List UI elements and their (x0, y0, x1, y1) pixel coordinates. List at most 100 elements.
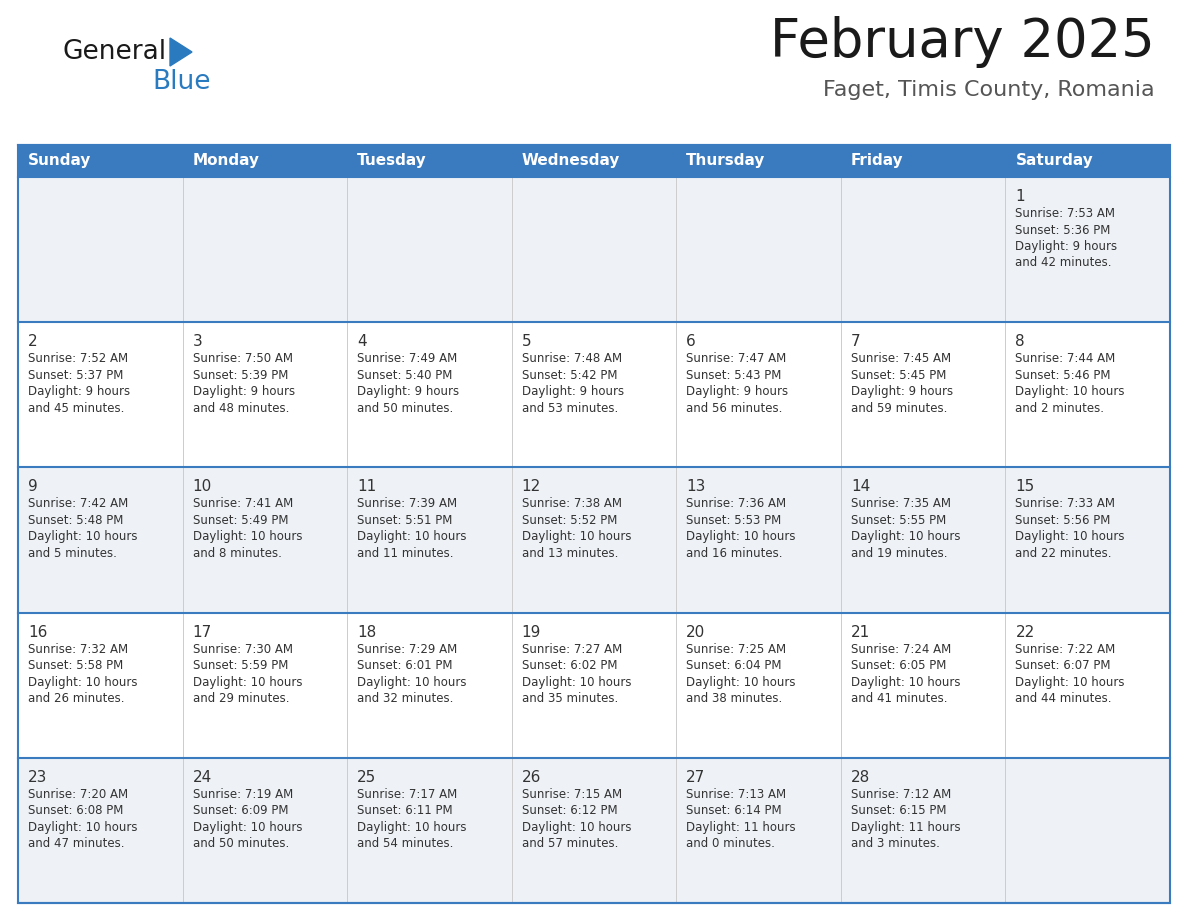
Text: Sunset: 6:09 PM: Sunset: 6:09 PM (192, 804, 287, 817)
Text: Sunrise: 7:32 AM: Sunrise: 7:32 AM (29, 643, 128, 655)
Text: Daylight: 10 hours: Daylight: 10 hours (29, 531, 138, 543)
Text: and 53 minutes.: and 53 minutes. (522, 402, 618, 415)
Text: 24: 24 (192, 770, 211, 785)
Text: Daylight: 9 hours: Daylight: 9 hours (687, 386, 789, 398)
Bar (18, 612, 1170, 757)
Text: Daylight: 10 hours: Daylight: 10 hours (687, 676, 796, 688)
Text: Sunset: 6:02 PM: Sunset: 6:02 PM (522, 659, 618, 672)
Bar (18, 757, 1170, 903)
Text: Daylight: 11 hours: Daylight: 11 hours (851, 821, 960, 834)
Text: Sunrise: 7:53 AM: Sunrise: 7:53 AM (1016, 207, 1116, 220)
Text: Daylight: 10 hours: Daylight: 10 hours (687, 531, 796, 543)
Text: Daylight: 10 hours: Daylight: 10 hours (29, 676, 138, 688)
Text: Sunrise: 7:33 AM: Sunrise: 7:33 AM (1016, 498, 1116, 510)
Text: Sunrise: 7:38 AM: Sunrise: 7:38 AM (522, 498, 621, 510)
Text: Sunset: 6:11 PM: Sunset: 6:11 PM (358, 804, 453, 817)
Text: Sunset: 5:42 PM: Sunset: 5:42 PM (522, 369, 618, 382)
Text: Daylight: 10 hours: Daylight: 10 hours (851, 531, 960, 543)
Text: Sunrise: 7:47 AM: Sunrise: 7:47 AM (687, 353, 786, 365)
Text: and 44 minutes.: and 44 minutes. (1016, 692, 1112, 705)
Text: Thursday: Thursday (687, 153, 765, 169)
Text: 9: 9 (29, 479, 38, 495)
Text: 10: 10 (192, 479, 211, 495)
Text: 23: 23 (29, 770, 48, 785)
Text: Sunrise: 7:29 AM: Sunrise: 7:29 AM (358, 643, 457, 655)
Text: and 56 minutes.: and 56 minutes. (687, 402, 783, 415)
Text: Sunset: 5:39 PM: Sunset: 5:39 PM (192, 369, 287, 382)
Text: Sunset: 6:08 PM: Sunset: 6:08 PM (29, 804, 124, 817)
Text: Sunset: 5:46 PM: Sunset: 5:46 PM (1016, 369, 1111, 382)
Text: 25: 25 (358, 770, 377, 785)
Text: Daylight: 10 hours: Daylight: 10 hours (358, 676, 467, 688)
Text: Sunset: 5:55 PM: Sunset: 5:55 PM (851, 514, 946, 527)
Text: 22: 22 (1016, 624, 1035, 640)
Text: Sunrise: 7:44 AM: Sunrise: 7:44 AM (1016, 353, 1116, 365)
Text: Saturday: Saturday (1016, 153, 1093, 169)
Text: 5: 5 (522, 334, 531, 349)
Text: and 54 minutes.: and 54 minutes. (358, 837, 454, 850)
Text: 17: 17 (192, 624, 211, 640)
Text: Sunset: 6:12 PM: Sunset: 6:12 PM (522, 804, 618, 817)
Text: 19: 19 (522, 624, 541, 640)
Text: and 38 minutes.: and 38 minutes. (687, 692, 783, 705)
Text: Daylight: 10 hours: Daylight: 10 hours (522, 676, 631, 688)
Text: Monday: Monday (192, 153, 259, 169)
Text: Sunrise: 7:41 AM: Sunrise: 7:41 AM (192, 498, 292, 510)
Text: Sunrise: 7:12 AM: Sunrise: 7:12 AM (851, 788, 952, 800)
Text: Daylight: 9 hours: Daylight: 9 hours (358, 386, 460, 398)
Text: and 8 minutes.: and 8 minutes. (192, 547, 282, 560)
Text: 27: 27 (687, 770, 706, 785)
Text: 4: 4 (358, 334, 367, 349)
Text: 15: 15 (1016, 479, 1035, 495)
Polygon shape (170, 38, 192, 66)
Bar (18, 322, 1170, 467)
Text: Sunrise: 7:27 AM: Sunrise: 7:27 AM (522, 643, 623, 655)
Text: Sunset: 5:58 PM: Sunset: 5:58 PM (29, 659, 124, 672)
Text: Sunrise: 7:45 AM: Sunrise: 7:45 AM (851, 353, 950, 365)
Text: Sunrise: 7:42 AM: Sunrise: 7:42 AM (29, 498, 128, 510)
Text: Sunrise: 7:36 AM: Sunrise: 7:36 AM (687, 498, 786, 510)
Text: Sunset: 6:05 PM: Sunset: 6:05 PM (851, 659, 946, 672)
Text: 16: 16 (29, 624, 48, 640)
Text: Daylight: 10 hours: Daylight: 10 hours (1016, 676, 1125, 688)
Text: Sunrise: 7:50 AM: Sunrise: 7:50 AM (192, 353, 292, 365)
Text: Daylight: 10 hours: Daylight: 10 hours (522, 531, 631, 543)
Text: 18: 18 (358, 624, 377, 640)
Bar (18, 145, 1170, 903)
Text: Sunset: 5:37 PM: Sunset: 5:37 PM (29, 369, 124, 382)
Text: 20: 20 (687, 624, 706, 640)
Text: Daylight: 9 hours: Daylight: 9 hours (522, 386, 624, 398)
Text: and 32 minutes.: and 32 minutes. (358, 692, 454, 705)
Text: and 48 minutes.: and 48 minutes. (192, 402, 289, 415)
Text: Blue: Blue (152, 69, 210, 95)
Text: Daylight: 10 hours: Daylight: 10 hours (192, 676, 302, 688)
Text: and 0 minutes.: and 0 minutes. (687, 837, 775, 850)
Text: 21: 21 (851, 624, 870, 640)
Text: and 57 minutes.: and 57 minutes. (522, 837, 618, 850)
Text: Wednesday: Wednesday (522, 153, 620, 169)
Text: Sunset: 6:14 PM: Sunset: 6:14 PM (687, 804, 782, 817)
Text: 6: 6 (687, 334, 696, 349)
Text: Sunset: 6:15 PM: Sunset: 6:15 PM (851, 804, 947, 817)
Text: 28: 28 (851, 770, 870, 785)
Text: Sunrise: 7:35 AM: Sunrise: 7:35 AM (851, 498, 950, 510)
Text: Sunrise: 7:49 AM: Sunrise: 7:49 AM (358, 353, 457, 365)
Text: Sunrise: 7:24 AM: Sunrise: 7:24 AM (851, 643, 952, 655)
Text: Sunset: 5:36 PM: Sunset: 5:36 PM (1016, 223, 1111, 237)
Text: Sunset: 5:48 PM: Sunset: 5:48 PM (29, 514, 124, 527)
Bar (18, 177, 1170, 322)
Text: Sunset: 5:56 PM: Sunset: 5:56 PM (1016, 514, 1111, 527)
Text: General: General (62, 39, 166, 65)
Text: 7: 7 (851, 334, 860, 349)
Text: 3: 3 (192, 334, 202, 349)
Text: 11: 11 (358, 479, 377, 495)
Text: Daylight: 10 hours: Daylight: 10 hours (358, 531, 467, 543)
Text: and 26 minutes.: and 26 minutes. (29, 692, 125, 705)
Text: 13: 13 (687, 479, 706, 495)
Text: and 13 minutes.: and 13 minutes. (522, 547, 618, 560)
Text: Sunrise: 7:17 AM: Sunrise: 7:17 AM (358, 788, 457, 800)
Text: Daylight: 10 hours: Daylight: 10 hours (1016, 531, 1125, 543)
Text: Sunrise: 7:19 AM: Sunrise: 7:19 AM (192, 788, 292, 800)
Text: and 42 minutes.: and 42 minutes. (1016, 256, 1112, 270)
Text: and 29 minutes.: and 29 minutes. (192, 692, 289, 705)
